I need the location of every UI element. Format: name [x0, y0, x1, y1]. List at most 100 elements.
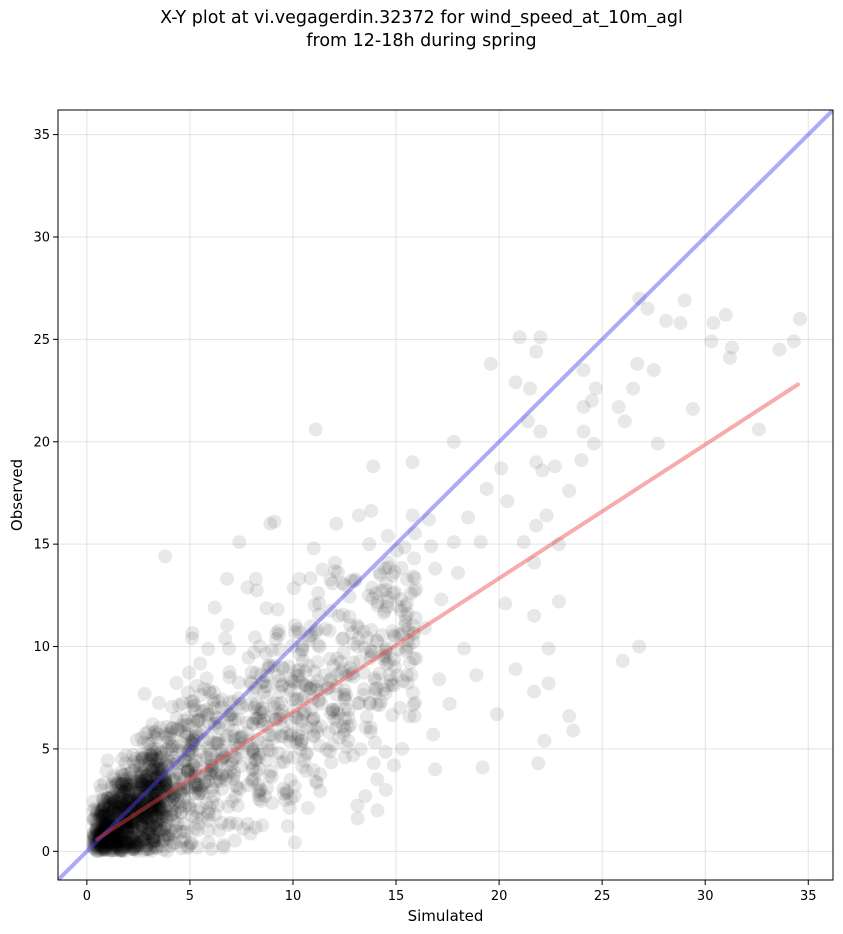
data-point — [214, 753, 229, 768]
data-point — [145, 764, 160, 779]
data-point — [222, 670, 237, 685]
data-point — [165, 699, 180, 714]
data-point — [148, 792, 163, 807]
data-point — [173, 784, 188, 799]
data-point — [160, 843, 175, 858]
data-point — [117, 844, 132, 859]
data-point — [162, 754, 177, 769]
data-point — [305, 627, 320, 642]
data-point — [220, 704, 235, 719]
data-point — [118, 839, 133, 854]
data-point — [184, 768, 199, 783]
data-point — [89, 843, 104, 858]
data-point — [373, 567, 388, 582]
data-point — [407, 651, 422, 666]
data-point — [127, 774, 142, 789]
data-point — [533, 330, 548, 345]
data-point — [446, 535, 461, 550]
data-point — [93, 809, 108, 824]
data-point — [149, 742, 164, 757]
data-point — [103, 830, 118, 845]
data-point — [222, 695, 237, 710]
data-point — [252, 639, 267, 654]
data-point — [94, 814, 109, 829]
data-point — [118, 748, 133, 763]
data-point — [388, 585, 403, 600]
data-point — [269, 625, 284, 640]
data-point — [144, 784, 159, 799]
data-point — [105, 833, 120, 848]
data-point — [119, 814, 134, 829]
data-point — [136, 809, 151, 824]
data-point — [276, 729, 291, 744]
data-point — [118, 755, 133, 770]
data-point — [112, 832, 127, 847]
data-point — [165, 753, 180, 768]
data-point — [195, 724, 210, 739]
data-point — [157, 820, 172, 835]
data-point — [147, 797, 162, 812]
data-point — [124, 813, 139, 828]
data-point — [275, 677, 290, 692]
data-point — [149, 762, 164, 777]
data-point — [151, 761, 166, 776]
data-point — [132, 795, 147, 810]
data-point — [314, 719, 329, 734]
data-point — [135, 777, 150, 792]
data-point — [272, 642, 287, 657]
data-point — [157, 808, 172, 823]
data-point — [142, 804, 157, 819]
data-point — [264, 643, 279, 658]
data-point — [232, 535, 247, 550]
data-point — [403, 655, 418, 670]
data-point — [130, 838, 145, 853]
data-point — [267, 700, 282, 715]
data-point — [99, 828, 114, 843]
data-point — [94, 830, 109, 845]
data-point — [159, 814, 174, 829]
data-point — [335, 632, 350, 647]
data-point — [372, 698, 387, 713]
data-point — [366, 459, 381, 474]
data-point — [153, 805, 168, 820]
data-point — [311, 586, 326, 601]
data-point — [112, 789, 127, 804]
data-point — [142, 826, 157, 841]
data-point — [149, 792, 164, 807]
data-point — [149, 802, 164, 817]
data-point — [108, 834, 123, 849]
data-point — [121, 822, 136, 837]
data-point — [141, 757, 156, 772]
data-point — [97, 817, 112, 832]
data-point — [352, 653, 367, 668]
data-point — [119, 802, 134, 817]
data-point — [100, 835, 115, 850]
data-point — [103, 823, 118, 838]
data-point — [104, 836, 119, 851]
data-point — [286, 750, 301, 765]
data-point — [362, 695, 377, 710]
data-point — [109, 834, 124, 849]
data-point — [385, 568, 400, 583]
x-tick-label: 25 — [594, 889, 611, 904]
data-point — [107, 836, 122, 851]
data-point — [240, 580, 255, 595]
data-point — [88, 822, 103, 837]
data-point — [535, 463, 550, 478]
data-point — [99, 828, 114, 843]
data-point — [164, 739, 179, 754]
data-point — [203, 743, 218, 758]
x-axis-label: Simulated — [408, 907, 484, 925]
data-point — [140, 780, 155, 795]
data-point — [137, 789, 152, 804]
data-point — [153, 777, 168, 792]
data-point — [362, 537, 377, 552]
data-point — [98, 825, 113, 840]
data-point — [140, 780, 155, 795]
data-point — [340, 719, 355, 734]
data-point — [102, 799, 117, 814]
data-point — [236, 821, 251, 836]
data-point — [233, 759, 248, 774]
data-point — [127, 821, 142, 836]
data-point — [162, 731, 177, 746]
